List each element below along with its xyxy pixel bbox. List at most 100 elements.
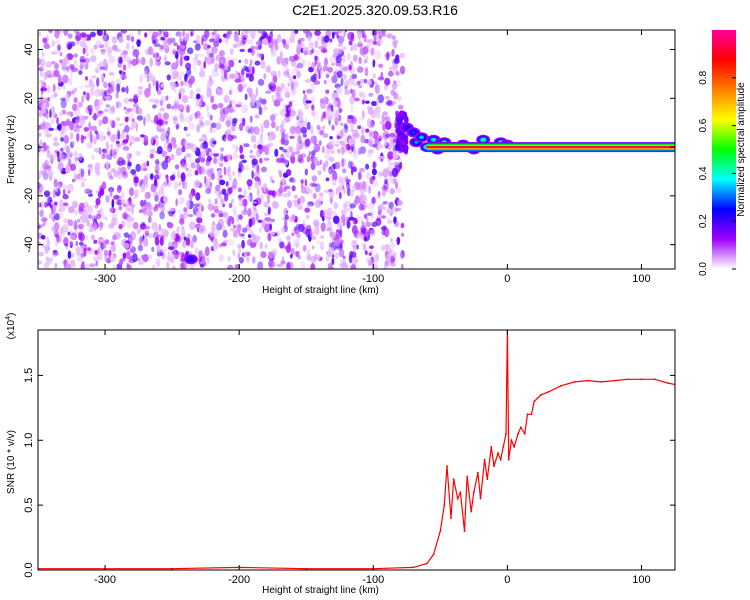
noise-speckle xyxy=(217,193,221,199)
noise-speckle xyxy=(386,253,392,263)
noise-speckle xyxy=(129,141,132,147)
noise-speckle xyxy=(77,231,83,235)
noise-speckle xyxy=(404,148,409,155)
noise-speckle xyxy=(65,263,72,269)
noise-speckle xyxy=(62,202,69,206)
noise-speckle xyxy=(41,170,48,176)
noise-speckle xyxy=(331,254,335,258)
noise-speckle xyxy=(57,168,64,172)
noise-speckle xyxy=(350,251,357,257)
noise-speckle xyxy=(252,256,256,264)
noise-speckle xyxy=(293,80,299,88)
noise-speckle xyxy=(142,254,149,263)
noise-speckle xyxy=(337,47,343,55)
noise-speckle xyxy=(287,145,294,152)
noise-speckle xyxy=(100,91,104,97)
noise-speckle xyxy=(369,121,374,128)
noise-speckle xyxy=(229,100,232,109)
snr-point xyxy=(530,413,533,416)
noise-speckle xyxy=(57,86,61,91)
noise-speckle xyxy=(336,148,341,154)
noise-speckle xyxy=(237,187,242,193)
noise-speckle xyxy=(66,118,71,127)
noise-speckle xyxy=(400,222,405,229)
noise-speckle xyxy=(74,158,78,167)
noise-speckle xyxy=(89,134,93,144)
noise-speckle xyxy=(290,154,296,164)
noise-speckle xyxy=(182,180,185,189)
x-tick-label: -300 xyxy=(94,273,116,285)
noise-speckle xyxy=(386,33,393,39)
noise-speckle xyxy=(354,129,358,133)
noise-speckle xyxy=(38,183,44,193)
noise-speckle xyxy=(351,185,357,193)
noise-speckle xyxy=(369,245,374,249)
noise-speckle xyxy=(254,181,258,189)
noise-speckle xyxy=(339,140,345,146)
noise-speckle xyxy=(308,41,314,49)
noise-speckle xyxy=(156,244,161,253)
noise-speckle xyxy=(362,91,366,101)
noise-speckle xyxy=(213,40,220,47)
noise-speckle xyxy=(336,34,340,39)
noise-speckle xyxy=(251,32,256,40)
noise-speckle xyxy=(69,41,76,47)
noise-speckle xyxy=(207,198,212,204)
noise-speckle xyxy=(90,234,95,241)
noise-speckle xyxy=(381,230,387,236)
noise-speckle xyxy=(398,104,404,108)
noise-speckle xyxy=(65,145,71,154)
noise-speckle xyxy=(239,144,244,154)
noise-speckle xyxy=(268,142,274,147)
noise-speckle xyxy=(144,232,150,238)
noise-speckle xyxy=(377,94,385,104)
noise-speckle xyxy=(252,30,258,33)
noise-speckle xyxy=(228,59,235,68)
noise-speckle xyxy=(88,228,95,233)
noise-speckle xyxy=(294,30,299,34)
noise-speckle xyxy=(275,125,280,132)
noise-speckle xyxy=(338,114,342,122)
noise-speckle xyxy=(329,197,333,204)
noise-speckle xyxy=(343,66,348,72)
noise-speckle xyxy=(185,133,191,137)
noise-speckle xyxy=(217,103,224,109)
noise-speckle xyxy=(313,156,319,166)
noise-speckle xyxy=(337,42,343,48)
noise-speckle xyxy=(352,244,357,252)
noise-speckle xyxy=(206,56,213,65)
noise-speckle xyxy=(341,143,348,153)
noise-speckle xyxy=(73,87,78,93)
noise-speckle xyxy=(79,40,87,48)
noise-speckle xyxy=(140,254,144,259)
noise-speckle xyxy=(278,186,284,194)
noise-speckle xyxy=(211,222,217,231)
noise-speckle xyxy=(112,234,117,241)
noise-speckle xyxy=(255,45,262,51)
noise-speckle xyxy=(280,260,286,265)
noise-speckle xyxy=(167,250,171,261)
noise-speckle xyxy=(328,242,333,249)
noise-speckle xyxy=(170,136,177,145)
noise-speckle xyxy=(326,147,331,154)
noise-speckle xyxy=(262,38,269,45)
noise-speckle xyxy=(304,207,311,213)
y-tick-label: 1.5 xyxy=(23,368,35,383)
noise-speckle xyxy=(66,111,73,116)
noise-speckle xyxy=(170,250,177,260)
noise-speckle xyxy=(82,47,86,55)
noise-speckle xyxy=(93,112,97,121)
noise-speckle xyxy=(79,233,86,242)
noise-speckle xyxy=(121,171,129,179)
snr-point xyxy=(640,378,643,381)
noise-speckle xyxy=(172,230,176,240)
noise-speckle xyxy=(167,222,174,229)
noise-speckle xyxy=(127,216,135,223)
noise-speckle xyxy=(185,116,192,124)
noise-speckle xyxy=(53,49,61,55)
noise-speckle xyxy=(284,214,289,221)
noise-speckle xyxy=(319,69,323,77)
noise-speckle xyxy=(164,61,171,66)
noise-speckle xyxy=(194,43,201,51)
